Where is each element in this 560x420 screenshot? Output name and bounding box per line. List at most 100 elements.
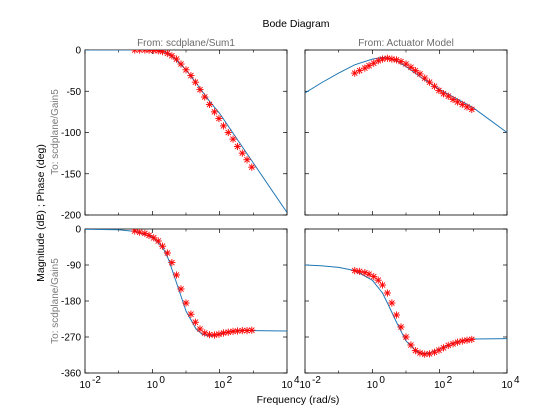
x-tick-exponent: 4 — [514, 375, 520, 386]
data-point-marker — [187, 310, 195, 318]
y-tick-label: -90 — [67, 261, 82, 272]
data-point-marker — [402, 333, 410, 341]
column-title-actuator: From: Actuator Model — [358, 38, 454, 49]
data-point-marker — [248, 326, 256, 334]
y-tick-label: -180 — [61, 297, 81, 308]
x-tick-exponent: -2 — [92, 375, 101, 386]
x-tick-exponent: 4 — [294, 375, 300, 386]
data-point-marker — [136, 50, 144, 54]
y-tick-label: -50 — [67, 87, 82, 98]
data-point-marker — [370, 273, 378, 281]
data-point-marker — [374, 276, 382, 284]
data-point-marker — [172, 271, 181, 279]
data-point-marker — [177, 60, 185, 68]
y-tick-label: -360 — [61, 369, 81, 380]
x-tick-label: 10 — [214, 380, 226, 391]
data-point-marker — [402, 60, 410, 68]
panel-r0-c0: 0 -50 -100 -150 -200 — [61, 46, 288, 222]
data-point-marker — [191, 318, 199, 326]
data-point-marker — [243, 327, 251, 335]
data-point-marker — [449, 95, 457, 104]
y-tick-label: -270 — [61, 333, 81, 344]
chart-title: Bode Diagram — [262, 18, 329, 30]
data-point-marker — [463, 336, 471, 344]
data-point-marker — [444, 92, 452, 100]
data-point-marker — [210, 108, 219, 116]
data-point-marker — [182, 66, 190, 74]
x-tick-exponent: 0 — [159, 375, 165, 386]
data-point-marker — [182, 299, 190, 307]
data-point-marker — [177, 285, 185, 293]
data-point-marker — [439, 90, 448, 98]
y-tick-label: -100 — [61, 128, 81, 139]
data-point-marker — [397, 323, 405, 331]
data-point-marker — [425, 350, 434, 358]
x-tick-label: 10 — [367, 380, 379, 391]
data-point-marker — [196, 86, 204, 94]
data-point-marker — [238, 149, 246, 157]
x-tick-exponent: -2 — [312, 375, 321, 386]
data-point-marker — [356, 67, 364, 75]
axes-box — [304, 49, 508, 216]
data-point-marker — [233, 327, 242, 335]
data-point-marker — [141, 50, 149, 54]
data-point-marker — [383, 54, 391, 62]
row-label-phase: To: scdplane/Gain5 — [50, 258, 61, 344]
data-point-marker — [219, 122, 228, 130]
data-point-marker — [468, 335, 476, 343]
x-tick-label: 10 — [299, 380, 311, 391]
data-point-marker — [201, 329, 209, 337]
x-tick-exponent: 0 — [379, 375, 385, 386]
data-point-marker — [444, 341, 452, 349]
y-tick-label: 0 — [75, 225, 81, 236]
data-point-marker — [224, 328, 232, 336]
data-point-marker — [163, 249, 171, 257]
data-point-marker — [224, 128, 232, 137]
x-axis-label: Frequency (rad/s) — [257, 394, 340, 406]
data-point-marker — [219, 329, 228, 337]
data-point-marker — [365, 270, 373, 278]
y-tick-label: -150 — [61, 169, 81, 180]
data-point-marker — [210, 331, 219, 339]
data-point-marker — [154, 50, 162, 55]
data-point-marker — [407, 63, 415, 71]
panel-r1-c1: 10 -2 10 0 10 2 10 4 — [299, 228, 520, 391]
x-tick-exponent: 2 — [227, 375, 233, 386]
data-point-marker — [233, 142, 242, 151]
data-point-marker — [378, 281, 387, 289]
x-tick-label: 10 — [147, 380, 159, 391]
data-point-marker — [356, 267, 364, 275]
data-point-marker — [416, 349, 424, 357]
x-tick-label: 10 — [79, 380, 91, 391]
data-point-marker — [229, 135, 237, 143]
x-tick-label: 10 — [501, 380, 513, 391]
y-axis-label: Magnitude (dB) ; Phase (deg) — [35, 144, 47, 282]
data-point-marker — [416, 70, 424, 78]
x-tick-label: 10 — [281, 380, 293, 391]
data-point-marker — [458, 337, 466, 345]
row-label-magnitude: To: scdplane/Gain5 — [50, 89, 61, 175]
data-point-marker — [388, 55, 396, 63]
data-point-marker — [351, 69, 359, 77]
data-point-marker — [468, 105, 476, 113]
data-point-marker — [248, 163, 256, 171]
data-point-marker — [150, 234, 158, 242]
data-point-marker — [435, 86, 443, 95]
data-point-marker — [378, 55, 387, 63]
axes-box — [84, 49, 288, 216]
data-point-marker — [388, 299, 396, 307]
data-point-marker — [154, 237, 162, 245]
data-point-marker — [215, 114, 223, 123]
data-point-marker — [215, 330, 223, 338]
data-point-marker — [361, 64, 369, 72]
data-point-marker — [168, 52, 176, 60]
data-point-marker — [453, 338, 462, 346]
data-point-marker — [191, 78, 199, 86]
x-tick-exponent: 2 — [447, 375, 453, 386]
x-tick-label: 10 — [434, 380, 446, 391]
data-point-marker — [351, 267, 359, 275]
y-tick-label: 0 — [75, 46, 81, 57]
data-point-marker — [131, 50, 139, 54]
